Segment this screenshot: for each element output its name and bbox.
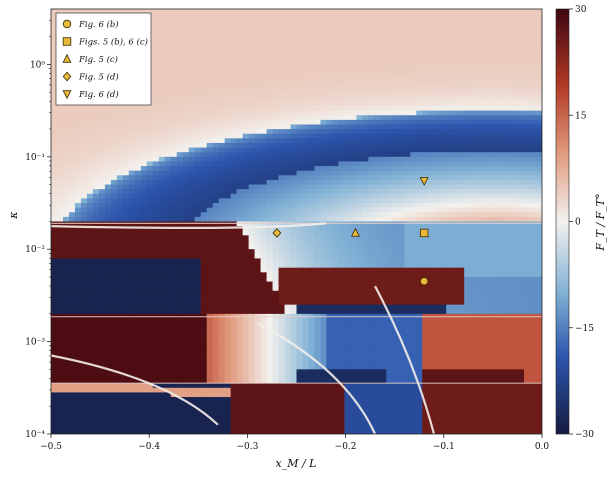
y-axis-ticks: 10⁻⁴ 10⁻³ 10⁻² 10⁻¹ 10⁰: [25, 20, 51, 440]
y-axis-label: κ: [7, 211, 20, 220]
legend-entry: Fig. 5 (c): [78, 54, 118, 65]
colorbar-tick-label: 15: [575, 111, 587, 121]
x-axis-label: x_M / L: [276, 457, 317, 470]
legend-marker-diamond: [62, 71, 72, 82]
colorbar-bar: [555, 8, 570, 435]
x-tick-label: −0.4: [138, 442, 160, 452]
markers: [272, 177, 429, 286]
colorbar-label: F_T / F_T°: [594, 193, 607, 251]
colorbar-tick-label: −30: [575, 430, 594, 440]
legend-entry: Fig. 5 (d): [78, 72, 119, 83]
colorbar-tick-label: −15: [575, 324, 594, 334]
colorbar-ticks: −30 −15 0 15 30: [569, 5, 594, 440]
marker-triangle-down: [419, 177, 429, 187]
legend-entry: Figs. 5 (b), 6 (c): [78, 37, 148, 48]
colorbar: −30 −15 0 15 30 F_T / F_T°: [555, 5, 607, 440]
legend-box: [55, 12, 152, 106]
y-tick-label: 10⁻³: [25, 338, 45, 348]
colorbar-tick-label: 0: [575, 218, 581, 228]
marker-square: [419, 228, 429, 238]
marker-diamond: [272, 228, 282, 238]
x-axis-ticks: −0.5 −0.4 −0.3 −0.2 −0.1 0.0: [40, 434, 549, 452]
marker-circle: [419, 277, 429, 286]
legend-marker-triangle-down: [62, 90, 72, 100]
y-tick-label: 10⁻¹: [25, 153, 45, 163]
y-tick-label: 10⁻⁴: [25, 430, 45, 440]
y-tick-label: 10⁻²: [25, 245, 45, 255]
x-tick-label: −0.2: [335, 442, 357, 452]
marker-triangle-up: [350, 227, 360, 237]
legend-marker-square: [62, 37, 72, 46]
x-tick-label: −0.5: [40, 442, 62, 452]
legend-marker-circle: [62, 19, 72, 29]
legend: Fig. 6 (b) Figs. 5 (b), 6 (c) Fig. 5 (c) Fi…: [55, 12, 152, 106]
legend-entry: Fig. 6 (b): [78, 19, 119, 30]
x-tick-label: 0.0: [535, 442, 550, 452]
legend-marker-triangle-up: [62, 53, 72, 63]
y-tick-label: 10⁰: [30, 60, 45, 70]
colorbar-tick-label: 30: [575, 5, 587, 15]
legend-entry: Fig. 6 (d): [78, 89, 119, 100]
x-tick-label: −0.1: [433, 442, 455, 452]
x-tick-label: −0.3: [236, 442, 258, 452]
